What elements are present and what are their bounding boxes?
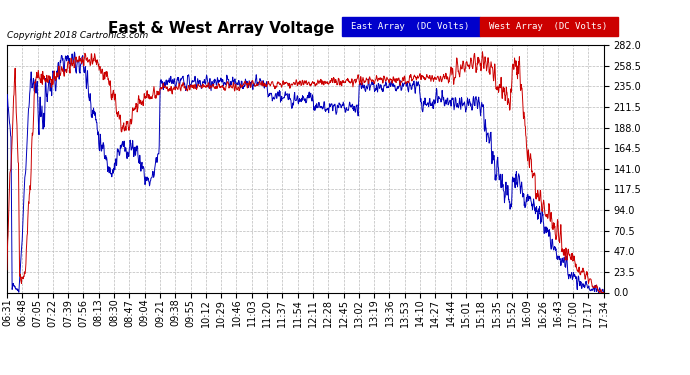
Text: East Array  (DC Volts): East Array (DC Volts) xyxy=(351,22,470,31)
Text: Copyright 2018 Cartronics.com: Copyright 2018 Cartronics.com xyxy=(7,31,148,40)
Text: East & West Array Voltage  Sun Feb 25  17:38: East & West Array Voltage Sun Feb 25 17:… xyxy=(108,21,500,36)
Text: West Array  (DC Volts): West Array (DC Volts) xyxy=(489,22,608,31)
